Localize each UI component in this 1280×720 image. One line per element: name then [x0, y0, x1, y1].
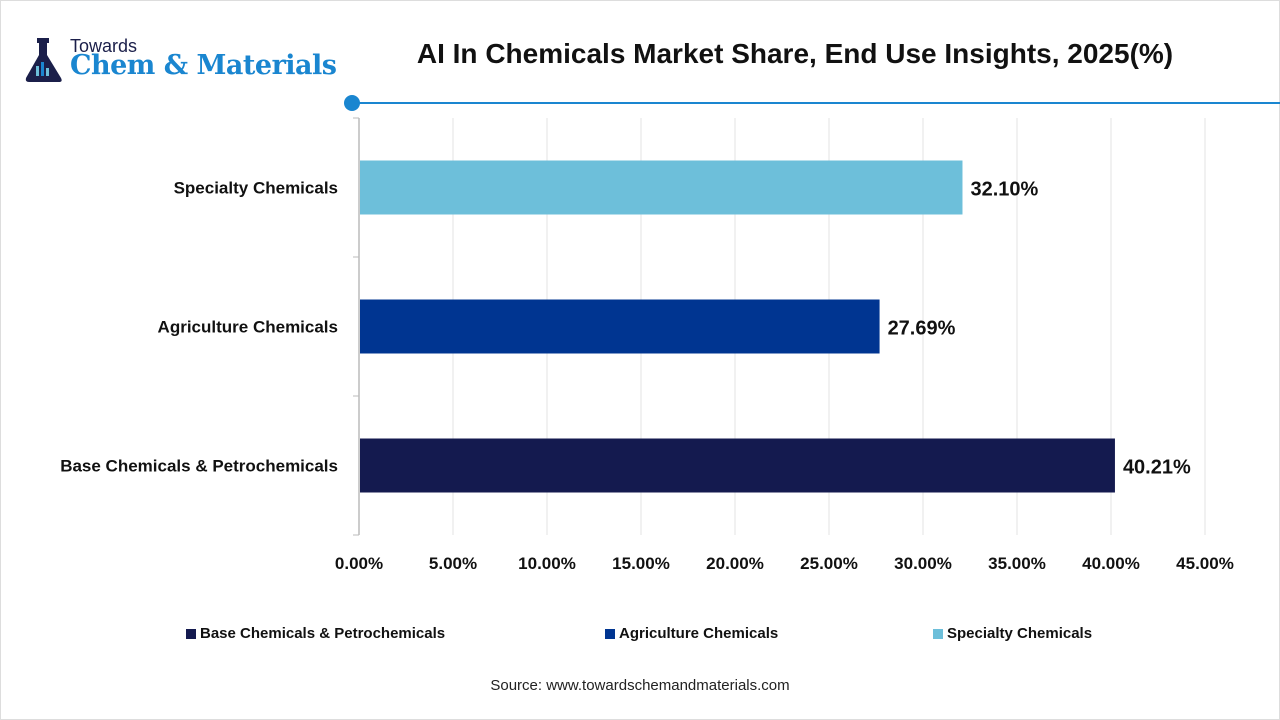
x-tick-label: 35.00% — [988, 554, 1046, 573]
category-label: Specialty Chemicals — [174, 179, 338, 198]
data-label: 40.21% — [1123, 457, 1191, 479]
title-dot — [344, 95, 360, 111]
x-tick-label: 10.00% — [518, 554, 576, 573]
legend: Base Chemicals & Petrochemicals Agricult… — [0, 625, 1280, 645]
x-tick-label: 40.00% — [1082, 554, 1140, 573]
legend-swatch — [605, 628, 615, 639]
logo-brand: Chem & Materials — [70, 50, 337, 81]
x-tick-label: 45.00% — [1176, 554, 1234, 573]
x-tick-label: 25.00% — [800, 554, 858, 573]
flask-icon — [25, 38, 62, 82]
data-label: 27.69% — [888, 318, 956, 340]
title-underline — [352, 102, 1280, 104]
x-tick-label: 30.00% — [894, 554, 952, 573]
chart-title: AI In Chemicals Market Share, End Use In… — [416, 38, 1174, 69]
source-note: Source: www.towardschemandmaterials.com — [490, 677, 790, 694]
legend-swatch — [186, 628, 196, 639]
legend-label: Base Chemicals & Petrochemicals — [200, 625, 446, 642]
x-tick-label: 15.00% — [612, 554, 670, 573]
bar-2 — [360, 299, 880, 354]
legend-label: Agriculture Chemicals — [619, 625, 779, 642]
legend-label: Specialty Chemicals — [947, 625, 1093, 642]
legend-swatch — [933, 628, 943, 639]
x-tick-label: 5.00% — [429, 554, 477, 573]
bar-1 — [360, 438, 1115, 493]
x-tick-label: 20.00% — [706, 554, 764, 573]
legend-item-base: Base Chemicals & Petrochemicals — [186, 625, 445, 642]
bar-3 — [360, 160, 963, 215]
category-label: Base Chemicals & Petrochemicals — [60, 457, 338, 476]
logo: Towards Chem & Materials — [24, 36, 344, 86]
legend-item-specialty: Specialty Chemicals — [933, 625, 1092, 642]
x-tick-label: 0.00% — [335, 554, 383, 573]
legend-item-agriculture: Agriculture Chemicals — [605, 625, 778, 642]
data-label: 32.10% — [970, 179, 1038, 201]
category-label: Agriculture Chemicals — [158, 318, 338, 337]
logo-towards: Towards — [70, 36, 138, 56]
